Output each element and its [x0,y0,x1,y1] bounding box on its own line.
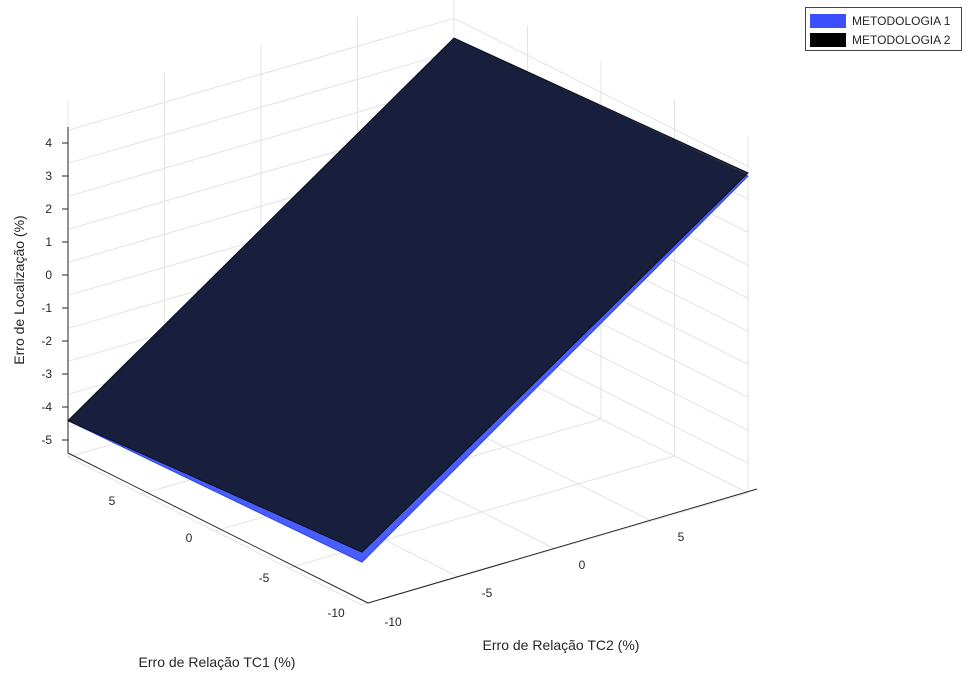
y-tick-label: 0 [579,558,586,572]
z-tick-label: 3 [45,169,52,183]
z-tick-label: -2 [41,334,52,348]
z-tick-label: 2 [45,202,52,216]
chart-surfaces [67,37,749,563]
z-axis-label: Erro de Localização (%) [11,215,27,364]
legend-item-1: METODOLOGIA 1 [810,13,950,29]
y-tick-label: -5 [482,586,493,600]
legend-swatch-2 [810,33,846,47]
y-tick-label: 5 [678,530,685,544]
legend-item-2: METODOLOGIA 2 [810,32,950,48]
z-tick-label: -4 [41,400,52,414]
z-tick-label: -1 [41,301,52,315]
x-tick-label: -5 [259,571,270,585]
chart-ticks: 4 3 2 1 0 -1 -2 -3 -4 -5 5 0 -5 -10 -10 -5 0 5 [41,136,684,629]
x-axis-line [67,452,369,604]
chart-axes [67,127,758,604]
z-tick-label: 0 [45,268,52,282]
surface-2 [67,37,749,553]
z-tick-label: 4 [45,136,52,150]
legend-label-1: METODOLOGIA 1 [852,14,951,28]
z-tick-label: 1 [45,235,52,249]
x-tick-label: 0 [186,531,193,545]
z-tick-label: -5 [41,433,52,447]
chart-legend: METODOLOGIA 1 METODOLOGIA 2 [805,7,962,51]
y-axis-label: Erro de Relação TC2 (%) [483,637,640,653]
x-tick-label: -10 [327,606,345,620]
legend-swatch-1 [810,14,846,28]
z-tick-label: -3 [41,367,52,381]
legend-label-2: METODOLOGIA 2 [852,33,951,47]
x-axis-label: Erro de Relação TC1 (%) [139,654,296,670]
y-axis-line [367,488,758,604]
y-tick-label: -10 [384,615,402,629]
x-tick-label: 5 [109,494,116,508]
gridline-floor-y [67,456,363,606]
